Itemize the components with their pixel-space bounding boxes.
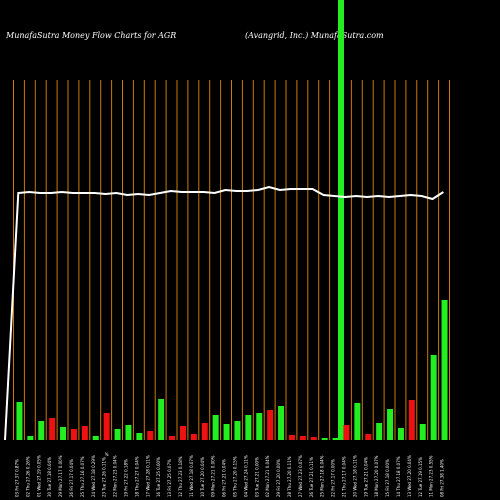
x-tick-label: 14 Thu 27.18 0.07%: [396, 456, 401, 497]
x-tick-label: 17 Wed 27.28 0.11%: [145, 455, 150, 497]
volume-bar: [332, 438, 339, 440]
x-tick-label: 10 Tue 27.20 0.04%: [200, 457, 205, 497]
volume-bar: [321, 438, 328, 440]
volume-bar: [343, 425, 350, 440]
x-tick-label: 20 Wed 27.18 0.11%: [352, 455, 357, 497]
x-tick-label: 11 Wed 27.18 0.07%: [189, 455, 194, 497]
x-tick-label: 18 Thu 27.27 0.04%: [134, 456, 139, 497]
volume-bar: [103, 413, 110, 440]
x-tick-label: 22 Fri 27.17 0.00%: [331, 459, 336, 497]
price-polyline: [4, 185, 444, 441]
vertical-gridlines: [13, 80, 450, 440]
volume-bar: [201, 423, 208, 440]
volume-bar: [278, 406, 285, 440]
price-line: [4, 185, 444, 441]
volume-bar: [365, 434, 372, 440]
volume-bar: [125, 425, 132, 440]
volume-bar: [441, 300, 448, 440]
volume-bar: [169, 436, 176, 440]
volume-bar: [136, 433, 143, 440]
x-tick-label: 16 Tue 27.25 0.00%: [156, 457, 161, 497]
volume-bar: [81, 426, 88, 440]
volume-bar: [419, 424, 426, 440]
x-tick-label: 03 Fri 27.37 0.87%: [15, 459, 20, 497]
volume-bar: [27, 436, 34, 440]
x-tick-label: 12 Thu 27.23 0.18%: [178, 456, 183, 497]
x-tick-label: 26 Fri 27.17 0.04%: [69, 459, 74, 497]
x-tick-label: 19 Fri 27.22 0.18%: [124, 459, 129, 497]
volume-bar: [387, 409, 394, 440]
volume-bar: [299, 436, 306, 440]
volume-bars: [16, 300, 448, 440]
x-tick-label: 30 Tue 27.18 0.04%: [47, 457, 52, 497]
x-tick-label: 19 Tue 27.21 0.04%: [363, 457, 368, 497]
x-tick-labels: 03 Fri 27.37 0.87% 02 Thu 27.26 0.26% 01 W…: [15, 452, 445, 497]
volume-bar: [288, 435, 295, 440]
volume-bar: [179, 426, 186, 440]
x-tick-label: 18 Mon 27.20 0.07%: [374, 455, 379, 497]
volume-bar: [38, 421, 45, 440]
volume-bar: [267, 410, 274, 440]
x-tick-extra: %: [105, 452, 109, 457]
chart-title-right: (Avangrid, Inc.) MunafaSutra.com: [245, 31, 384, 40]
x-tick-label: 12 Tue 27.19 0.15%: [418, 457, 423, 497]
x-tick-label: 08 Fri 27.38 1.40%: [440, 459, 445, 497]
x-tick-label: 23 Tue 27.26 0.11%: [102, 457, 107, 497]
x-tick-label: 02 Mon 27.21 0.04%: [265, 455, 270, 497]
volume-bar: [310, 437, 317, 440]
volume-bar: [49, 418, 56, 440]
volume-bar: [147, 431, 154, 440]
volume-bar: [430, 355, 437, 440]
x-tick-label: 26 Tue 27.21 0.11%: [309, 457, 314, 497]
volume-bar: [256, 413, 263, 440]
x-tick-label: 03 Tue 27.21 0.00%: [254, 457, 259, 497]
x-tick-label: 22 Mon 27.23 0.04%: [113, 455, 118, 497]
volume-bar: [114, 429, 121, 440]
chart-title-left: MunafaSutra Money Flow Charts for AGR: [5, 31, 176, 40]
x-tick-label: 24 Wed 27.18 0.29%: [91, 455, 96, 497]
volume-bar: [212, 415, 219, 440]
volume-bar: [60, 427, 67, 440]
volume-bar: [376, 423, 383, 440]
x-tick-label: 25 Thu 27.16 0.07%: [80, 456, 85, 497]
volume-bar: [408, 400, 415, 440]
x-tick-label: 13 Fri 27.25 0.07%: [167, 459, 172, 497]
volume-bar: [190, 434, 197, 440]
x-tick-label: 01 Wed 27.19 0.05%: [36, 455, 41, 497]
volume-bar: [70, 429, 77, 440]
x-tick-label: 04 Wed 27.24 0.11%: [243, 455, 248, 497]
x-tick-label: 09 Mon 27.21 0.00%: [211, 455, 216, 497]
x-tick-label: 21 Thu 27.17 0.04%: [342, 456, 347, 497]
x-tick-label: 25 Mon 27.18 0.04%: [320, 455, 325, 497]
volume-bar: [397, 428, 404, 440]
volume-bar: [223, 424, 230, 440]
x-tick-label: 28 Thu 27.20 0.11%: [287, 456, 292, 497]
volume-bar: [16, 402, 23, 440]
x-tick-label: 27 Wed 27.23 0.07%: [298, 455, 303, 497]
volume-bar: [234, 421, 241, 440]
x-tick-label: 11 Mon 27.23 0.55%: [429, 455, 434, 497]
x-tick-label: 13 Wed 27.20 0.04%: [407, 455, 412, 497]
x-tick-label: 02 Thu 27.26 0.26%: [25, 456, 30, 497]
x-tick-label: 05 Thu 27.20 0.15%: [233, 456, 238, 497]
volume-bar: [92, 436, 99, 440]
x-tick-label: 15 Fri 27.18 0.00%: [385, 459, 390, 497]
volume-bar: [245, 415, 252, 440]
x-tick-label: 06 Fri 27.21 0.04%: [222, 459, 227, 497]
volume-bar: [354, 403, 361, 440]
x-tick-label: 29 Fri 27.20 0.00%: [276, 459, 281, 497]
x-tick-label: 29 Mon 27.17 0.00%: [58, 455, 63, 497]
volume-bar: [158, 399, 165, 440]
